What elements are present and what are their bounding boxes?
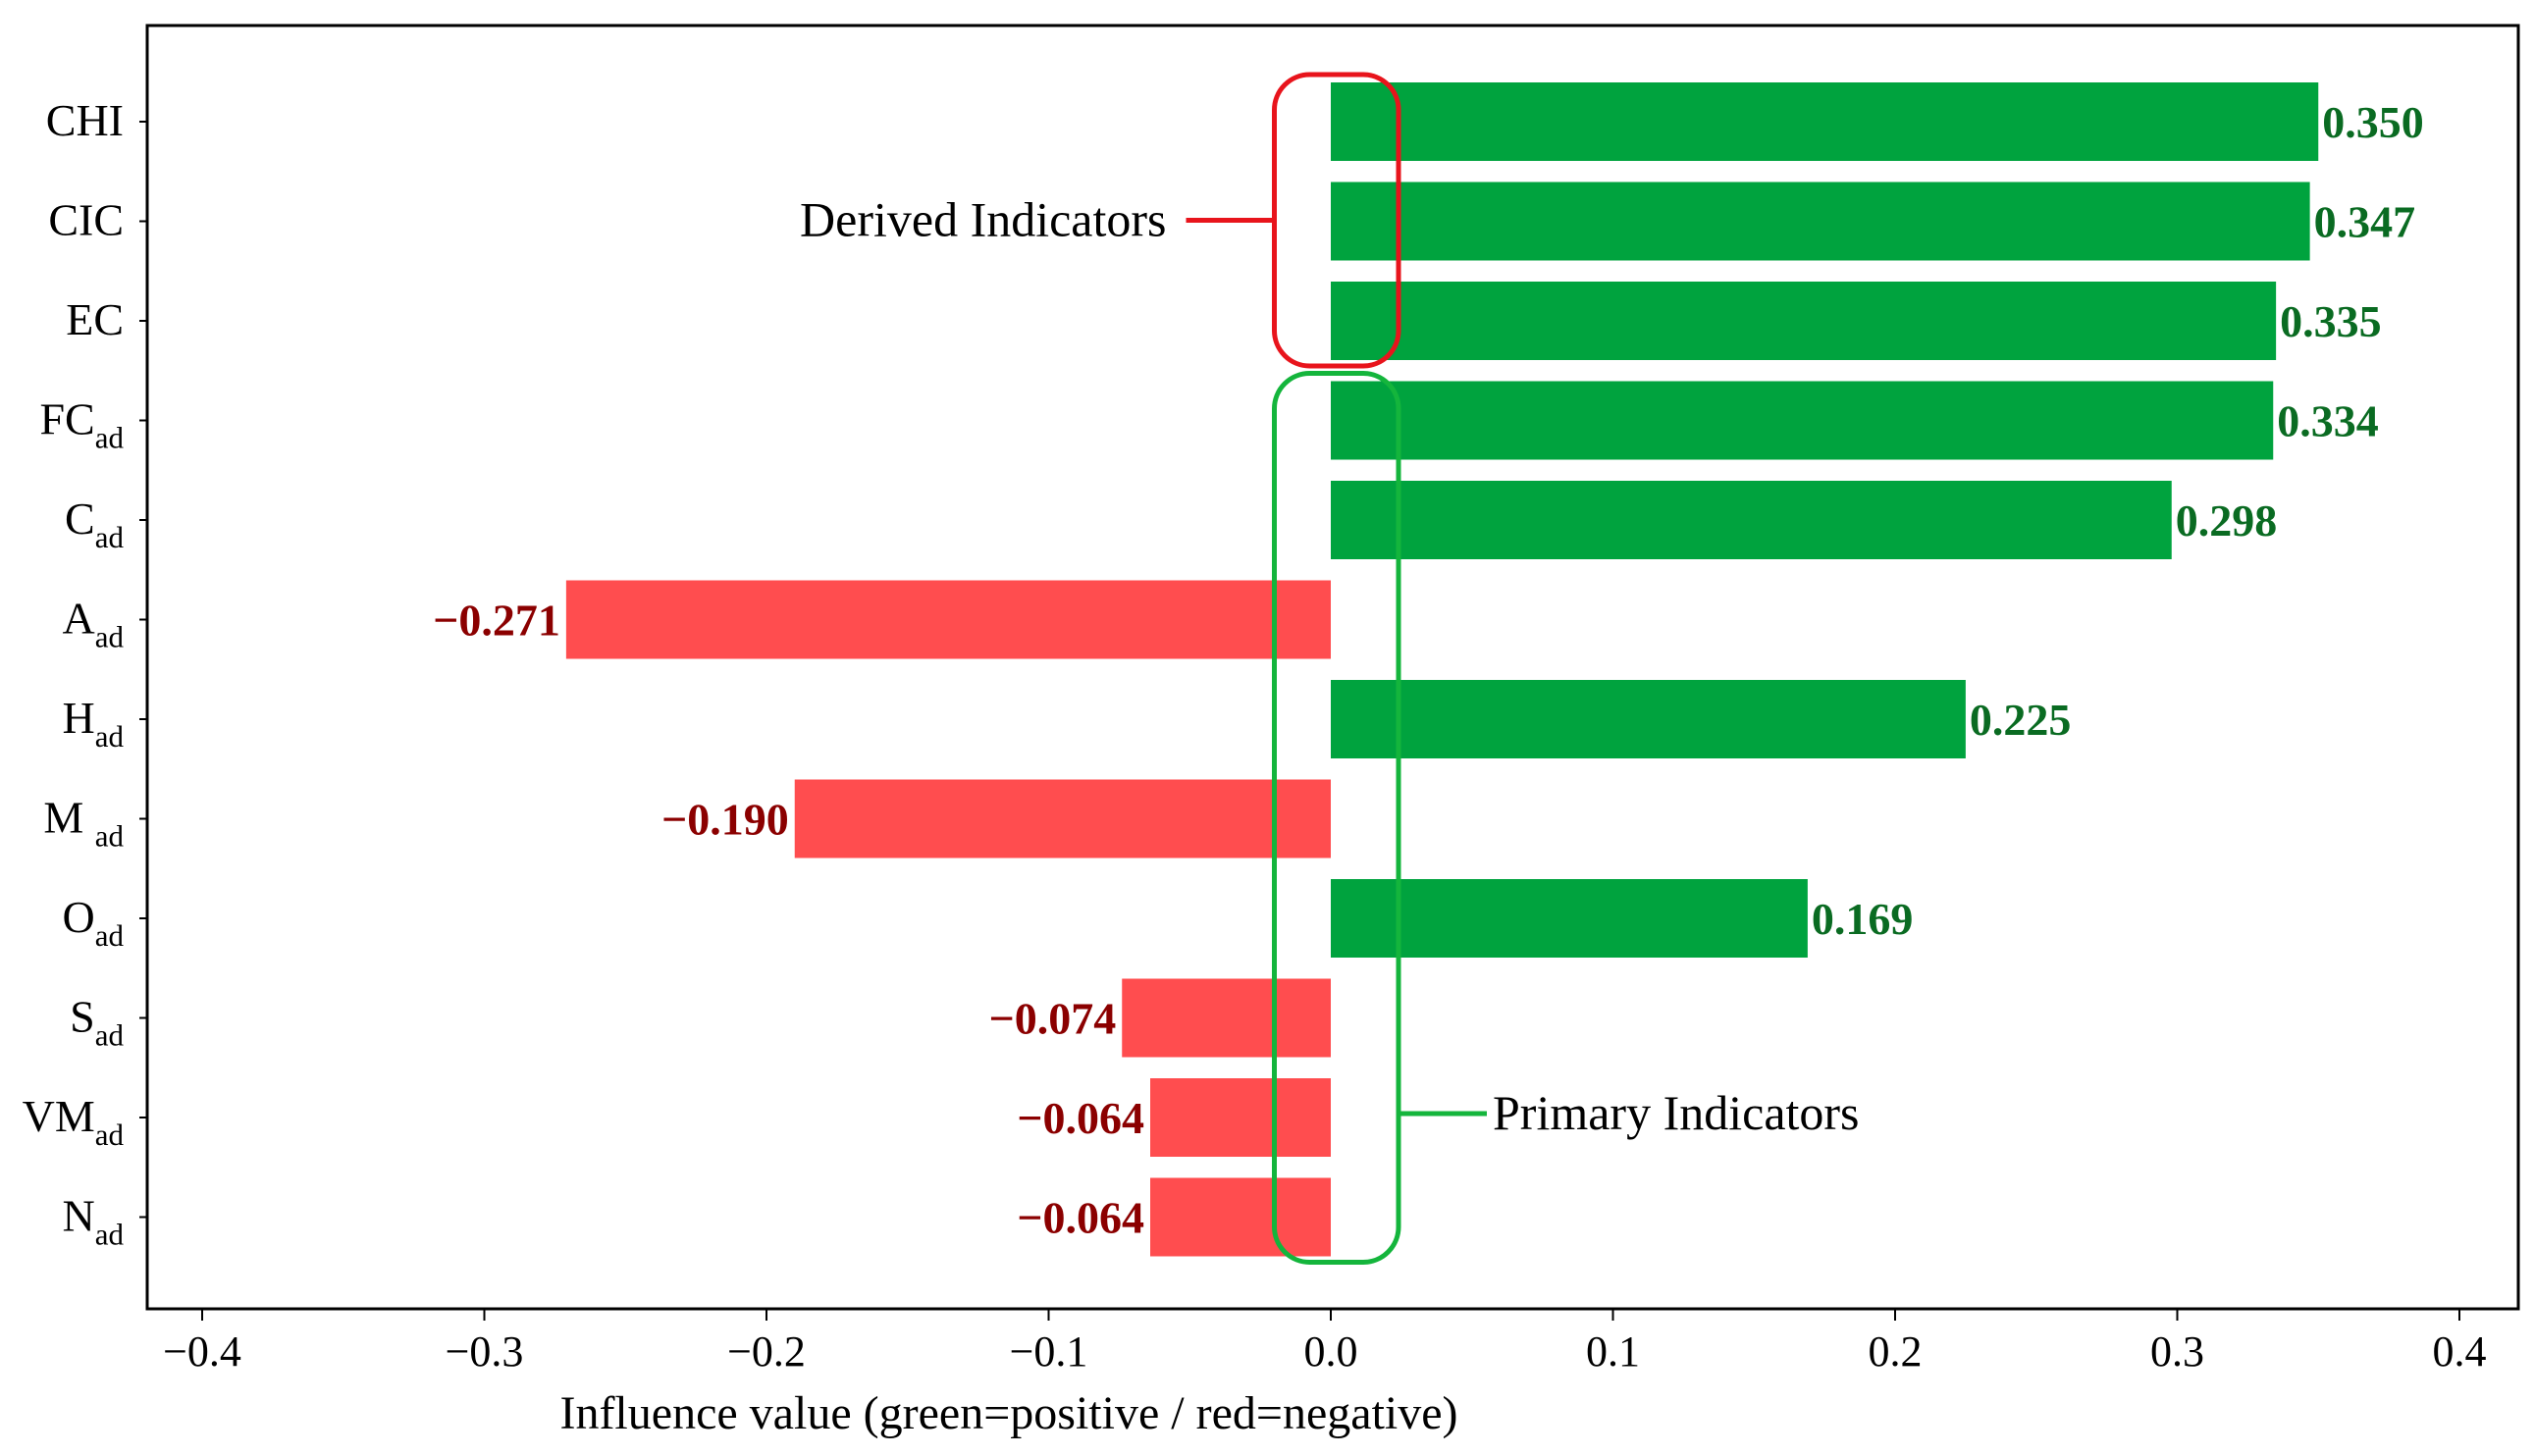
y-tick-label: VMad [23,1091,125,1152]
bar-value-label: −0.190 [661,795,789,845]
y-tick-label: Nad [63,1191,125,1252]
bar [794,779,1331,858]
x-tick-label: −0.2 [727,1327,806,1376]
y-tick-label: Sad [70,992,124,1053]
x-tick-label: −0.4 [163,1327,241,1376]
bar [1331,381,2274,460]
bar-value-label: −0.074 [989,994,1117,1044]
bar [1331,879,1808,958]
bar-value-label: 0.225 [1970,695,2072,745]
x-tick-label: 0.3 [2150,1327,2204,1376]
y-tick-label: CIC [48,195,124,245]
y-tick-label: CHI [46,95,124,145]
x-tick-label: −0.3 [446,1327,524,1376]
value-labels-layer: 0.350 0.347 0.335 0.334 0.298 −0.271 0.225 −0.1… [433,97,2424,1243]
bar-value-label: 0.350 [2322,97,2424,147]
bar-value-label: −0.064 [1017,1093,1144,1143]
bar-value-label: 0.298 [2176,495,2278,546]
bar [1331,481,2172,559]
bar [1331,680,1966,758]
bar-value-label: 0.169 [1812,894,1914,944]
bar [1150,1177,1331,1257]
y-tick-label: Oad [63,892,125,953]
bar-value-label: 0.347 [2314,197,2416,247]
annotation-bracket [1272,371,1401,1265]
bar [1331,282,2277,360]
y-tick-label: Aad [63,594,125,654]
y-tick-label: FCad [39,394,124,455]
annotation-label: Derived Indicators [800,192,1166,247]
bar-value-label: 0.334 [2277,396,2379,446]
x-tick-label: 0.0 [1304,1327,1358,1376]
bar [1331,182,2310,261]
y-tick-label: EC [66,294,124,344]
bar [1331,82,2319,161]
x-tick-label: 0.1 [1586,1327,1640,1376]
bar-value-label: −0.271 [433,596,560,646]
plot-frame [145,24,2520,1311]
bar [1150,1078,1331,1157]
annotations-layer: Derived Indicators Primary Indicators [800,72,1860,1265]
bar-value-label: −0.064 [1017,1193,1144,1243]
y-tick-label: M ad [43,793,124,854]
annotation-label: Primary Indicators [1493,1085,1860,1140]
x-tick-label: 0.2 [1869,1327,1923,1376]
x-axis-title: Influence value (green=positive / red=ne… [559,1387,1457,1439]
x-tick-label: −0.1 [1010,1327,1088,1376]
x-axis: −0.4 −0.3 −0.2 −0.1 0.0 0.1 0.2 0.3 0.4 [163,1309,2487,1376]
x-tick-label: 0.4 [2433,1327,2487,1376]
bar [565,580,1331,659]
y-tick-label: Cad [65,494,124,554]
y-axis: CHI CIC EC FCad Cad Aad Had M ad Oad Sad VMad Nad [23,95,147,1252]
bar [1122,978,1331,1058]
bars-layer [565,82,2319,1257]
bar-value-label: 0.335 [2280,296,2382,346]
y-tick-label: Had [63,693,125,754]
